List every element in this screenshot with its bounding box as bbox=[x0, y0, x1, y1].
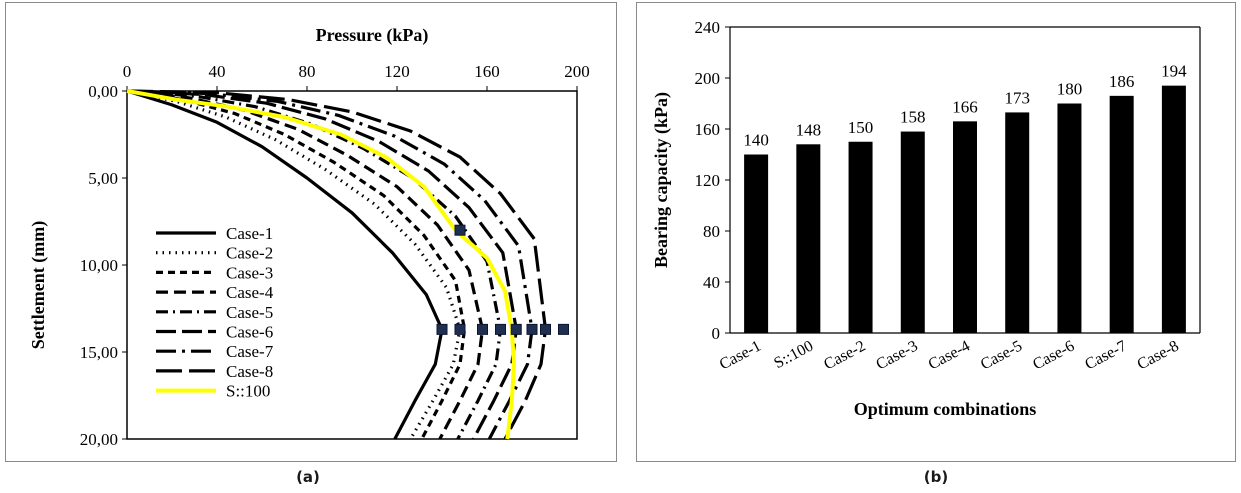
series-line-case-6 bbox=[126, 89, 518, 440]
legend-label: Case-7 bbox=[226, 342, 274, 361]
x-tick-label: Case-7 bbox=[1082, 338, 1129, 374]
legend-label: Case-2 bbox=[226, 244, 273, 263]
data-label: 148 bbox=[796, 120, 822, 139]
y-tick-label: 0,00 bbox=[88, 82, 118, 101]
data-label: 180 bbox=[1057, 80, 1083, 99]
legend-label: Case-8 bbox=[226, 362, 273, 381]
bar bbox=[848, 141, 873, 333]
y-tick-label: 15,00 bbox=[80, 343, 118, 362]
legend-label: Case-6 bbox=[226, 323, 273, 342]
x-tick-label: 160 bbox=[474, 62, 500, 81]
y-tick-label: 40 bbox=[703, 273, 720, 292]
y-tick-label: 200 bbox=[695, 69, 721, 88]
bar bbox=[1161, 85, 1186, 334]
x-tick-label: Case-5 bbox=[978, 338, 1025, 374]
x-tick-label: 80 bbox=[299, 62, 316, 81]
series-line-case-7 bbox=[126, 89, 534, 440]
x-tick-label: 200 bbox=[564, 62, 590, 81]
data-marker bbox=[454, 323, 466, 335]
x-tick-label: Case-8 bbox=[1135, 338, 1182, 374]
y-tick-label: 20,00 bbox=[80, 430, 118, 449]
x-tick-label: 40 bbox=[209, 62, 226, 81]
data-marker bbox=[510, 323, 522, 335]
y-tick-label: 160 bbox=[695, 120, 721, 139]
x-tick-label: Case-3 bbox=[873, 338, 920, 374]
x-tick-label: S::100 bbox=[771, 338, 816, 373]
bar bbox=[900, 131, 925, 333]
y-tick-label: 240 bbox=[695, 18, 721, 37]
data-label: 166 bbox=[952, 97, 978, 116]
settlement-chart: 0 40 80 120 160 200 0,00 5,00 10,00 15,00 20,00 Pre… bbox=[28, 25, 590, 449]
y-tick-label: 0 bbox=[712, 324, 721, 343]
legend-background bbox=[150, 219, 325, 405]
caption-a: (a) bbox=[296, 468, 320, 486]
data-marker bbox=[436, 323, 448, 335]
data-label: 186 bbox=[1109, 72, 1135, 91]
data-marker bbox=[540, 323, 551, 335]
legend-label: Case-1 bbox=[226, 224, 273, 243]
x-tick-label: Case-1 bbox=[717, 338, 764, 374]
x-tick-label: Case-6 bbox=[1030, 338, 1077, 374]
bar bbox=[796, 144, 821, 333]
data-label: 140 bbox=[743, 131, 769, 150]
series-line-case-8 bbox=[126, 89, 548, 440]
data-marker bbox=[495, 323, 506, 335]
caption-b: (b) bbox=[923, 468, 949, 486]
bar bbox=[1057, 103, 1082, 333]
legend-label: S::100 bbox=[226, 382, 270, 401]
legend-label: Case-4 bbox=[226, 283, 274, 302]
bar bbox=[953, 121, 977, 333]
data-label: 194 bbox=[1161, 62, 1187, 81]
y-tick-label: 5,00 bbox=[88, 169, 118, 188]
y-axis-title: Settlement (mm) bbox=[28, 221, 49, 349]
series-line-case-3 bbox=[126, 89, 467, 440]
legend-label: Case-5 bbox=[226, 303, 273, 322]
data-label: 158 bbox=[900, 108, 926, 127]
series-line-s-100 bbox=[126, 89, 516, 440]
data-marker bbox=[558, 323, 569, 335]
x-tick-label: Case-2 bbox=[821, 338, 868, 374]
legend-label: Case-3 bbox=[226, 263, 273, 282]
y-tick-label: 120 bbox=[695, 171, 721, 190]
data-marker bbox=[526, 323, 538, 335]
data-label: 150 bbox=[848, 118, 874, 137]
bar bbox=[1109, 95, 1134, 333]
x-axis-title: Pressure (kPa) bbox=[316, 25, 429, 46]
data-label: 173 bbox=[1004, 88, 1029, 107]
y-tick-label: 10,00 bbox=[80, 256, 118, 275]
bar bbox=[744, 154, 769, 333]
y-tick-label: 80 bbox=[703, 222, 720, 241]
bar bbox=[1005, 112, 1030, 333]
x-tick-label: 120 bbox=[384, 62, 410, 81]
x-axis-title: Optimum combinations bbox=[854, 399, 1037, 419]
x-tick-label: Case-4 bbox=[926, 338, 973, 374]
x-tick-label: 0 bbox=[123, 62, 132, 81]
series-line-case-1 bbox=[126, 89, 444, 440]
data-marker bbox=[454, 224, 466, 236]
y-axis-title: Bearing capacity (kPa) bbox=[651, 92, 672, 268]
chart-panel-a: 0 40 80 120 160 200 0,00 5,00 10,00 15,00 20,00 Pre… bbox=[5, 2, 617, 462]
data-marker bbox=[477, 323, 488, 335]
